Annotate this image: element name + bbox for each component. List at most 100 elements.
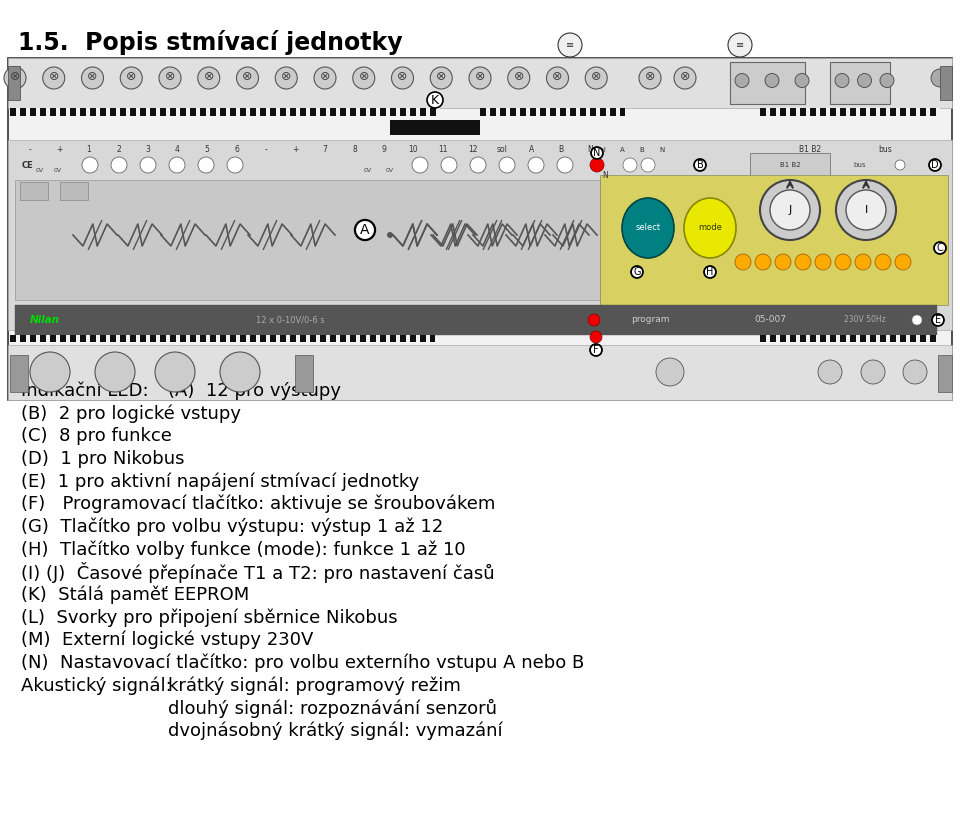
Text: 7: 7 [323,145,327,155]
Bar [796,108,800,116]
Bar [76,108,80,116]
Bar [146,108,150,116]
Bar [426,108,430,116]
Bar [600,175,948,305]
Bar [830,62,890,104]
Circle shape [155,352,195,392]
Bar [816,108,820,116]
Bar [106,335,110,342]
Circle shape [855,254,871,270]
Text: F: F [593,345,599,355]
Text: H: H [707,267,713,277]
Bar [295,355,313,392]
Bar [106,108,110,116]
Text: A: A [619,147,624,153]
Circle shape [755,254,771,270]
Text: 0V: 0V [386,167,394,172]
Bar [896,108,900,116]
Text: sol: sol [597,147,607,153]
Circle shape [82,157,98,173]
Text: ⊗: ⊗ [680,71,690,83]
Text: 9: 9 [381,145,387,155]
Bar [8,58,952,400]
Circle shape [528,157,544,173]
Bar [156,108,160,116]
Bar [26,108,30,116]
Bar [116,335,120,342]
Circle shape [656,358,684,386]
Text: 0V: 0V [36,167,44,172]
Bar [10,108,440,116]
Text: (L)  Svorky pro připojení sběrnice Nikobus: (L) Svorky pro připojení sběrnice Nikobu… [21,608,397,627]
Text: dlouhý signál: rozpoznávání senzorů: dlouhý signál: rozpoznávání senzorů [168,699,497,717]
Bar [60,182,88,200]
Bar [940,66,952,100]
Bar [20,182,48,200]
Bar [56,108,60,116]
Circle shape [198,67,220,89]
Circle shape [846,190,886,230]
Bar [306,108,310,116]
Bar [386,108,390,116]
Circle shape [120,67,142,89]
Circle shape [392,67,414,89]
Circle shape [795,254,811,270]
Bar [226,108,230,116]
Bar [750,153,830,177]
Bar [730,62,805,104]
Circle shape [674,67,696,89]
Bar [426,335,430,342]
Text: ⊗: ⊗ [397,71,408,83]
Circle shape [818,360,842,384]
Text: mode: mode [698,223,722,233]
Bar [346,108,350,116]
Circle shape [835,73,849,87]
Bar [596,108,600,116]
Bar [316,108,320,116]
Text: Indikační LED:: Indikační LED: [21,381,149,400]
Circle shape [880,73,894,87]
Text: N: N [593,148,601,158]
Circle shape [4,67,26,89]
Text: ⊗: ⊗ [645,71,656,83]
Text: ⊗: ⊗ [165,71,176,83]
Circle shape [641,158,655,172]
Bar [776,335,780,342]
Bar [46,335,50,342]
Circle shape [236,67,258,89]
Bar [306,335,310,342]
Bar [936,108,940,116]
Circle shape [111,157,127,173]
Bar [536,108,540,116]
Bar [886,335,890,342]
Circle shape [220,352,260,392]
Bar [786,108,790,116]
Text: Akustický signál:: Akustický signál: [21,676,172,695]
Circle shape [775,254,791,270]
Circle shape [875,254,891,270]
Text: (B)  2 pro logické vstupy: (B) 2 pro logické vstupy [21,404,241,423]
Ellipse shape [622,198,674,258]
Text: 05-007: 05-007 [754,316,786,324]
Circle shape [836,180,896,240]
Text: 1: 1 [86,145,91,155]
Bar [866,335,870,342]
Circle shape [770,190,810,230]
Circle shape [470,157,486,173]
Bar [266,108,270,116]
Bar [10,355,28,392]
Circle shape [815,254,831,270]
Circle shape [861,360,885,384]
Text: dvojnásobný krátký signál: vymazání: dvojnásobný krátký signál: vymazání [168,722,503,740]
Text: (G)  Tlačítko pro volbu výstupu: výstup 1 až 12: (G) Tlačítko pro volbu výstupu: výstup 1… [21,517,444,536]
Bar [526,108,530,116]
Circle shape [735,254,751,270]
Bar [66,108,70,116]
Bar [166,108,170,116]
Bar [416,335,420,342]
Bar [766,108,770,116]
Bar [496,108,500,116]
Text: CE: CE [22,160,34,170]
Bar [760,335,940,342]
Text: 4: 4 [175,145,180,155]
